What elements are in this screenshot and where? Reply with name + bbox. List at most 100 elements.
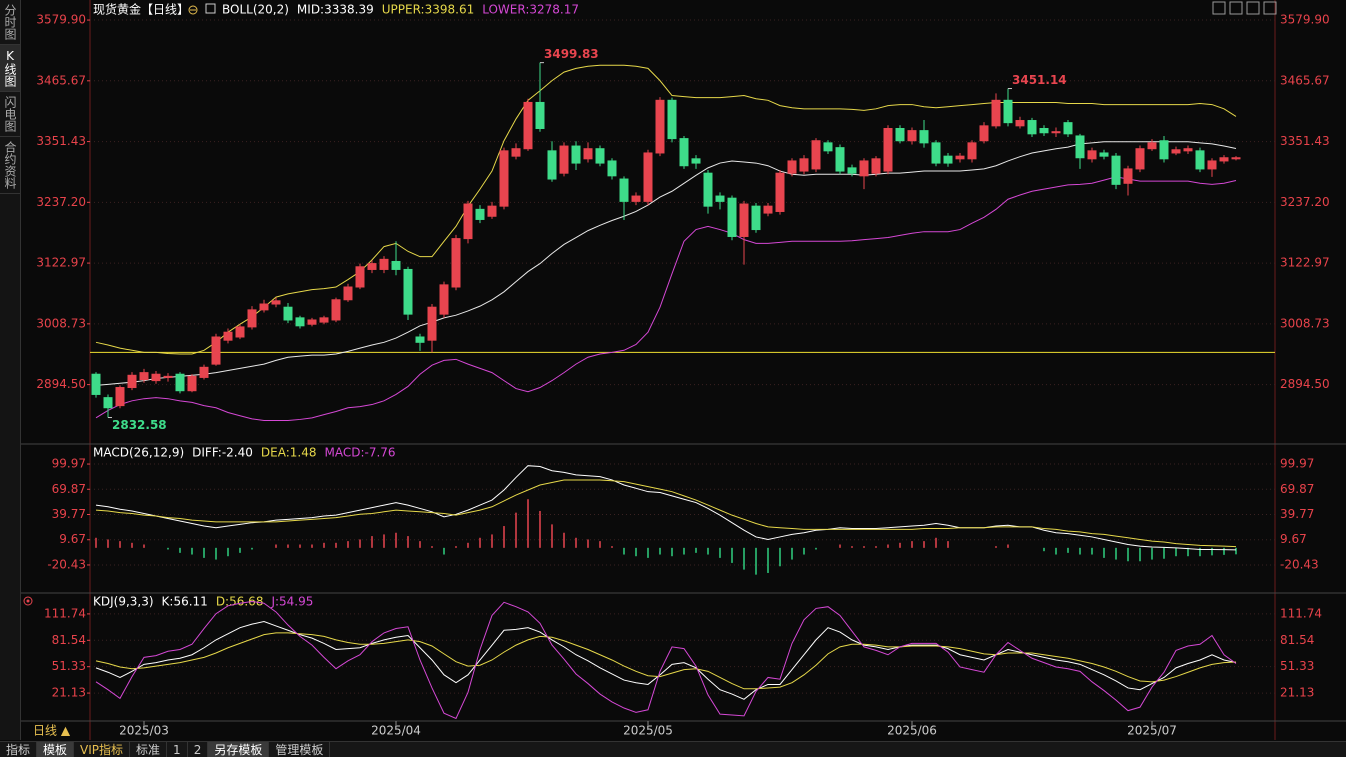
candle-body bbox=[931, 142, 941, 164]
sidebar-tab[interactable]: 分时图 bbox=[0, 0, 20, 45]
candle-body bbox=[331, 299, 341, 321]
window-button[interactable] bbox=[1263, 1, 1277, 15]
toolbar-tab[interactable]: 1 bbox=[167, 742, 188, 757]
indicator-legend: MID:3338.39 bbox=[297, 3, 374, 17]
candle-body bbox=[1027, 120, 1037, 135]
candle-body bbox=[691, 158, 701, 164]
toolbar-tab[interactable]: VIP指标 bbox=[74, 742, 131, 757]
candle-body bbox=[319, 317, 329, 323]
candle-body bbox=[511, 148, 521, 157]
window-button[interactable] bbox=[1246, 1, 1260, 15]
sidebar-tab[interactable]: K线图 bbox=[0, 45, 20, 92]
y-tick-label: 3465.67 bbox=[36, 73, 86, 87]
y2-tick-label: 69.87 bbox=[1280, 482, 1314, 496]
toolbar-tab[interactable]: 指标 bbox=[0, 742, 38, 757]
candle-body bbox=[763, 205, 773, 214]
candle-body bbox=[115, 387, 125, 407]
y2-tick-label: 111.74 bbox=[1280, 606, 1322, 620]
y2-tick-label: 3008.73 bbox=[1280, 316, 1330, 330]
candle-body bbox=[199, 366, 209, 378]
candle-body bbox=[1123, 168, 1133, 184]
indicator-legend: DEA:1.48 bbox=[261, 446, 317, 460]
indicator-legend: BOLL(20,2) bbox=[222, 3, 289, 17]
sidebar-tab[interactable]: 闪电图 bbox=[0, 92, 20, 137]
candle-body bbox=[871, 158, 881, 174]
candle-body bbox=[1087, 150, 1097, 160]
candle-body bbox=[823, 142, 833, 152]
candle-body bbox=[175, 373, 185, 392]
candle-body bbox=[499, 150, 509, 207]
window-button[interactable] bbox=[1229, 1, 1243, 15]
candle-body bbox=[919, 130, 929, 144]
indicator-icon[interactable] bbox=[205, 3, 216, 14]
candle-body bbox=[283, 306, 293, 321]
candle-body bbox=[463, 203, 473, 240]
y-tick-label: 21.13 bbox=[52, 686, 86, 700]
chart-title: 现货黄金【日线】 bbox=[93, 2, 189, 17]
y2-tick-label: 3237.20 bbox=[1280, 195, 1330, 209]
candle-body bbox=[727, 197, 737, 237]
candle-body bbox=[343, 286, 353, 301]
y2-tick-label: 51.33 bbox=[1280, 659, 1314, 673]
toolbar-tab[interactable]: 模板 bbox=[37, 742, 75, 757]
candle-body bbox=[151, 373, 161, 382]
candle-body bbox=[1051, 131, 1061, 134]
y-tick-label: 3237.20 bbox=[36, 195, 86, 209]
candle-body bbox=[739, 203, 749, 237]
indicator-line bbox=[95, 600, 1237, 720]
indicator-legend: K:56.11 bbox=[162, 595, 208, 609]
sidebar-tab[interactable]: 合约资料 bbox=[0, 137, 20, 194]
indicator-legend: D:56.68 bbox=[216, 595, 264, 609]
toolbar-tab[interactable]: 2 bbox=[188, 742, 209, 757]
indicator-line bbox=[95, 479, 1237, 548]
candle-body bbox=[211, 336, 221, 365]
candle-body bbox=[379, 258, 389, 270]
candle-body bbox=[607, 160, 617, 177]
toolbar-tab[interactable]: 另存模板 bbox=[208, 742, 270, 757]
indicator-line bbox=[95, 465, 1237, 551]
candle-body bbox=[235, 326, 245, 338]
candle-body bbox=[1039, 128, 1049, 134]
candle-body bbox=[715, 195, 725, 202]
y-tick-label: 3579.90 bbox=[36, 13, 86, 27]
y-tick-label: 3122.97 bbox=[36, 256, 86, 270]
period-label[interactable]: 日线 ▲ bbox=[33, 724, 71, 738]
candle-body bbox=[619, 178, 629, 202]
candle-body bbox=[355, 266, 365, 288]
candle-body bbox=[1231, 157, 1241, 160]
settings-icon[interactable] bbox=[23, 596, 33, 606]
y2-tick-label: 21.13 bbox=[1280, 686, 1314, 700]
indicator-line bbox=[95, 632, 1237, 690]
window-controls bbox=[1212, 1, 1277, 15]
candle-body bbox=[367, 263, 377, 270]
candle-body bbox=[451, 238, 461, 288]
toolbar-tab[interactable]: 标准 bbox=[130, 742, 168, 757]
y-tick-label: 111.74 bbox=[44, 606, 86, 620]
candle-body bbox=[547, 150, 557, 180]
window-button[interactable] bbox=[1212, 1, 1226, 15]
price-annotation: 3499.83 bbox=[544, 47, 599, 61]
candle-body bbox=[559, 145, 569, 174]
x-tick-label: 2025/04 bbox=[371, 724, 421, 738]
candle-body bbox=[475, 208, 485, 220]
candle-body bbox=[583, 148, 593, 160]
candle-body bbox=[1207, 160, 1217, 170]
y2-tick-label: 81.54 bbox=[1280, 633, 1314, 647]
toolbar-tab[interactable]: 管理模板 bbox=[269, 742, 331, 757]
settings-icon bbox=[26, 599, 30, 603]
candle-body bbox=[307, 319, 317, 325]
candle-body bbox=[535, 101, 545, 130]
candle-body bbox=[811, 140, 821, 170]
candle-body bbox=[979, 125, 989, 142]
y2-tick-label: 39.77 bbox=[1280, 507, 1314, 521]
y2-tick-label: 99.97 bbox=[1280, 457, 1314, 471]
y-tick-label: -20.43 bbox=[47, 557, 86, 571]
candle-body bbox=[295, 317, 305, 327]
y2-tick-label: 3122.97 bbox=[1280, 256, 1330, 270]
candle-body bbox=[1075, 135, 1085, 159]
candle-body bbox=[703, 172, 713, 207]
y2-tick-label: -20.43 bbox=[1280, 557, 1319, 571]
add-icon[interactable] bbox=[188, 5, 198, 15]
candle-body bbox=[967, 142, 977, 160]
